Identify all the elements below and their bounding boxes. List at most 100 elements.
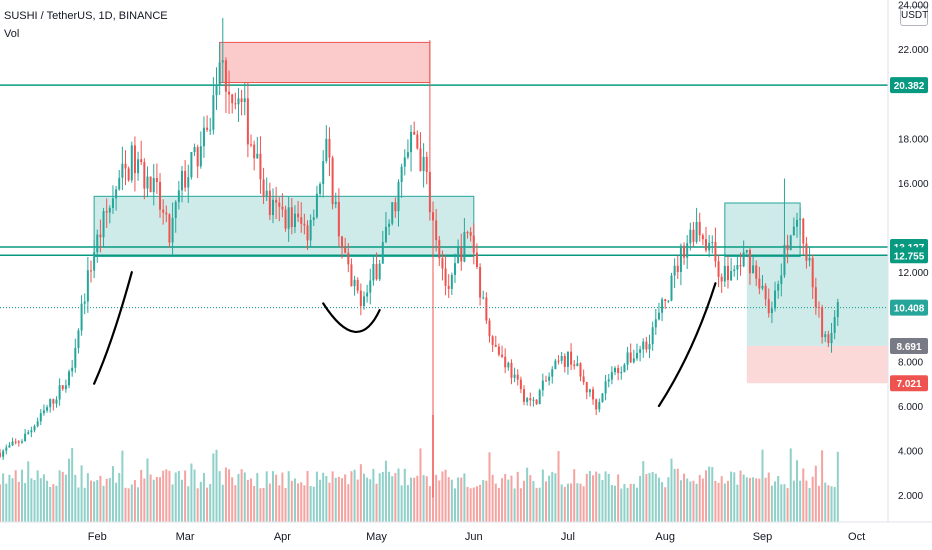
volume-bar [441,471,444,522]
volume-bar [237,473,240,522]
candle-body [679,245,682,273]
candle-body [538,390,541,405]
volume-bar [466,486,469,522]
candle-body [218,62,221,86]
candle-body [664,299,667,301]
chart-title: SUSHI / TetherUS, 1D, BINANCE [4,10,168,22]
candle-body [224,60,227,92]
volume-bar [159,477,162,522]
candle-body [290,207,293,228]
candle-body [0,452,2,457]
candle-body [250,144,253,146]
candle-body [55,399,58,404]
y-tick-label: 16.000 [898,179,929,190]
volume-label: Vol [4,28,20,40]
candle-body [450,274,453,289]
volume-bar [469,488,472,522]
candle-body [193,147,196,153]
volume-bar [742,474,745,522]
volume-bar [234,485,237,522]
y-tick-label: 12.000 [898,268,929,279]
volume-bar [155,477,158,522]
volume-bar [573,469,576,522]
candle-body [529,398,532,401]
candle-body [739,265,742,267]
candle-body [64,385,67,390]
volume-bar [541,469,544,522]
candle-body [30,430,33,433]
currency-button[interactable]: USDT [900,6,928,26]
candle-body [811,258,814,288]
candle-body [761,285,764,289]
candle-body [526,398,529,402]
price-tag-label: 7.021 [896,379,921,390]
candle-body [544,380,547,382]
volume-bar [152,479,155,522]
candle-body [632,358,635,363]
candle-body [353,279,356,287]
candle-body [833,317,836,333]
volume-bar [356,479,359,522]
candle-body [523,389,526,402]
y-tick-label: 2.000 [898,491,923,502]
volume-bar [626,487,629,522]
candle-body [246,98,249,145]
candle-body [27,432,30,434]
candle-body [479,267,482,298]
volume-bar [413,477,416,522]
volume-bar [811,476,814,522]
volume-bar [52,484,55,522]
candle-body [673,265,676,276]
candle-body [137,159,140,174]
volume-bar [246,479,249,522]
volume-bar [664,487,667,522]
volume-bar [576,483,579,522]
price-tag-label: 8.691 [896,342,921,353]
candle-body [519,379,522,390]
volume-bar [55,485,58,522]
candle-body [24,433,27,442]
candle-body [71,367,74,372]
candle-body [406,152,409,158]
candle-body [475,252,478,268]
volume-bar [243,472,246,522]
volume-bar [341,478,344,522]
left-base-stroke [93,271,133,385]
candle-body [359,290,362,307]
candle-body [645,341,648,350]
x-tick-label: Mar [176,531,195,543]
volume-bar [375,483,378,522]
candle-body [410,131,413,153]
candle-body [159,182,162,210]
volume-bar [774,481,777,522]
candle-body [585,382,588,393]
candle-body [259,153,262,180]
candle-body [698,221,701,236]
volume-bar [447,477,450,522]
candle-body [827,334,830,344]
candle-body [629,352,632,363]
candle-body [350,264,353,287]
candle-body [108,207,111,213]
zone-supply [219,41,431,84]
candle-body [472,235,475,253]
candle-body [651,327,654,345]
candle-body [695,221,698,242]
candle-body [8,445,11,448]
candle-body [795,219,799,227]
volume-bar [705,470,708,522]
candle-body [614,367,617,373]
candle-body [705,239,708,251]
candle-body [341,236,344,248]
volume-bar [271,471,274,522]
candle-body [275,199,278,203]
x-tick-label: Oct [848,531,865,543]
volume-bar [334,477,337,522]
candle-body [774,290,777,309]
candle-body [777,284,780,291]
candle-body [510,362,513,378]
candle-body [403,157,406,167]
volume-bar [224,467,227,522]
volume-bar [620,488,623,522]
